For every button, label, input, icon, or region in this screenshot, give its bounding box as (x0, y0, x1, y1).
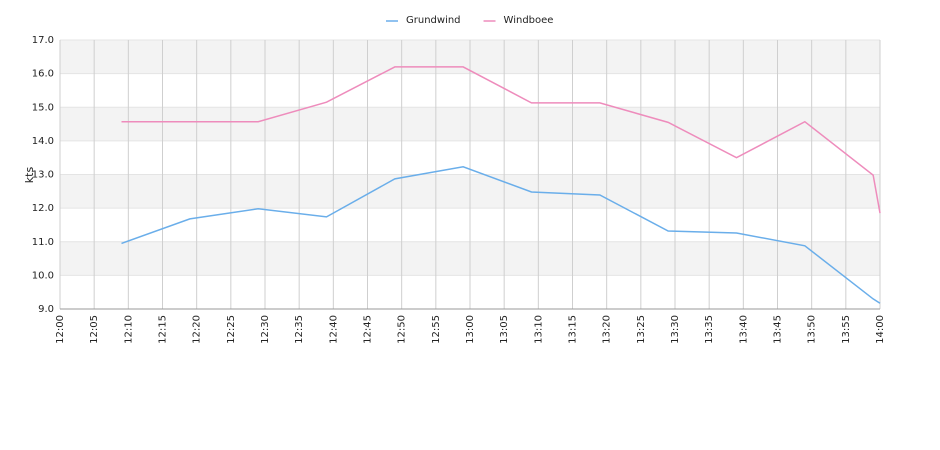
legend-label: Grundwind (406, 15, 461, 26)
x-tick-label: 12:50 (397, 315, 408, 344)
x-tick-label: 12:00 (55, 315, 66, 344)
series-line (121, 66, 881, 214)
x-tick-label: 12:45 (363, 315, 374, 344)
x-tick-label: 13:25 (636, 315, 647, 344)
x-tick-label: 12:40 (328, 315, 339, 344)
y-tick-label: 11.0 (32, 237, 54, 248)
x-tick-label: 12:30 (260, 315, 271, 344)
x-tick-label: 13:50 (807, 315, 818, 344)
y-axis-label: kts (23, 167, 36, 184)
x-tick-label: 13:40 (738, 315, 749, 344)
y-tick-label: 12.0 (32, 203, 54, 214)
y-tick-label: 17.0 (32, 35, 54, 46)
x-tick-label: 12:10 (123, 315, 134, 344)
series-line (121, 165, 881, 304)
x-tick-label: 13:00 (465, 315, 476, 344)
x-tick-label: 13:10 (533, 315, 544, 344)
x-tick-label: 12:15 (158, 315, 169, 344)
legend-label: Windboee (504, 15, 554, 26)
y-tick-label: 15.0 (32, 102, 54, 113)
x-tick-label: 13:15 (568, 315, 579, 344)
x-tick-label: 13:45 (773, 315, 784, 344)
y-tick-label: 9.0 (38, 304, 54, 315)
y-tick-label: 14.0 (32, 136, 54, 147)
x-tick-label: 13:30 (670, 315, 681, 344)
x-tick-label: 13:55 (841, 315, 852, 344)
x-tick-label: 12:20 (192, 315, 203, 344)
x-tick-label: 12:05 (89, 315, 100, 344)
x-tick-label: 12:25 (226, 315, 237, 344)
x-tick-label: 14:00 (875, 315, 886, 344)
x-tick-label: 13:35 (704, 315, 715, 344)
x-tick-label: 13:20 (602, 315, 613, 344)
x-tick-label: 12:55 (431, 315, 442, 344)
x-tick-label: 12:35 (294, 315, 305, 344)
x-tick-label: 13:05 (499, 315, 510, 344)
y-tick-label: 13.0 (32, 170, 54, 181)
y-tick-label: 10.0 (32, 270, 54, 281)
y-tick-label: 16.0 (32, 69, 54, 80)
